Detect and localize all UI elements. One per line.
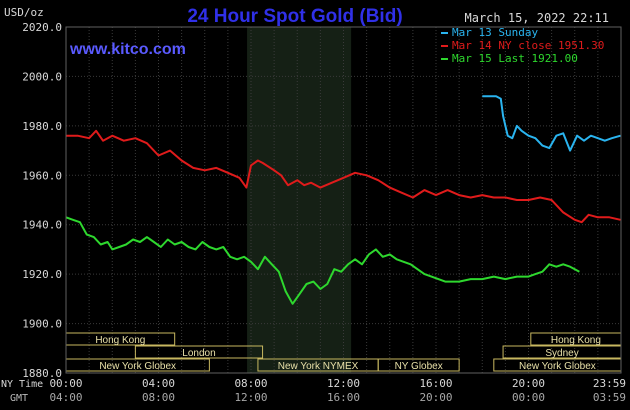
x-tick-label-gmt: 04:00 (49, 391, 82, 404)
session-label: Hong Kong (95, 335, 145, 346)
session-box: London (134, 345, 264, 359)
x-tick-label-ny: 08:00 (234, 377, 267, 390)
y-tick-label: 1940.0 (22, 219, 62, 232)
session-box: NY Globex (377, 358, 460, 372)
y-tick-label: 1900.0 (22, 318, 62, 331)
session-label: New York Globex (519, 361, 596, 372)
x-tick-label-ny: 04:00 (142, 377, 175, 390)
y-tick-label: 1880.0 (22, 367, 62, 380)
x-tick-label-gmt: 03:59 (593, 391, 626, 404)
x-tick-label-gmt: 00:00 (512, 391, 545, 404)
gmt-label: GMT (10, 393, 28, 404)
market-sessions: Hong Kong Hong Kong London Sydney New York G… (65, 332, 622, 372)
x-tick-label-ny: 12:00 (327, 377, 360, 390)
session-label: NY Globex (395, 361, 443, 372)
x-tick-label-ny: 16:00 (419, 377, 452, 390)
y-tick-label: 2020.0 (22, 21, 62, 34)
series-line-2 (65, 216, 580, 305)
session-label: Sydney (545, 348, 578, 359)
website-label: www.kitco.com (69, 41, 186, 58)
y-tick-label: 1980.0 (22, 120, 62, 133)
x-tick-label-gmt: 20:00 (419, 391, 452, 404)
y-tick-label: 1960.0 (22, 169, 62, 182)
x-tick-label-ny: 00:00 (49, 377, 82, 390)
y-tick-label: 2000.0 (22, 70, 62, 83)
series-line-1 (66, 129, 621, 224)
timestamp: March 15, 2022 22:11 (465, 11, 610, 25)
x-tick-label-ny: 20:00 (512, 377, 545, 390)
ny-time-label: NY Time (1, 379, 43, 390)
session-label: New York Globex (99, 361, 176, 372)
session-label: Hong Kong (551, 335, 601, 346)
x-tick-label-ny: 23:59 (593, 377, 626, 390)
x-tick-label-gmt: 16:00 (327, 391, 360, 404)
legend-entry: Mar 13 Sunday (452, 26, 538, 39)
legend-entry: Mar 15 Last 1921.00 (452, 52, 578, 65)
session-label: New York NYMEX (278, 361, 359, 372)
x-tick-labels: 00:0004:0004:0008:0008:0012:0012:0016:00… (49, 377, 626, 404)
y-unit-label: USD/oz (4, 6, 44, 19)
y-tick-labels: 2020.0 2000.0 1980.0 1960.0 1940.0 1920.0 1900… (22, 21, 62, 380)
x-tick-label-gmt: 08:00 (142, 391, 175, 404)
x-tick-label-gmt: 12:00 (234, 391, 267, 404)
series-lines (65, 95, 621, 305)
session-label: London (182, 348, 215, 359)
y-tick-label: 1920.0 (22, 268, 62, 281)
chart-title: 24 Hour Spot Gold (Bid) (187, 6, 402, 27)
series-line-0 (482, 95, 621, 152)
nymex-session-highlight (247, 27, 352, 373)
legend-entry: Mar 14 NY close 1951.30 (452, 39, 604, 52)
